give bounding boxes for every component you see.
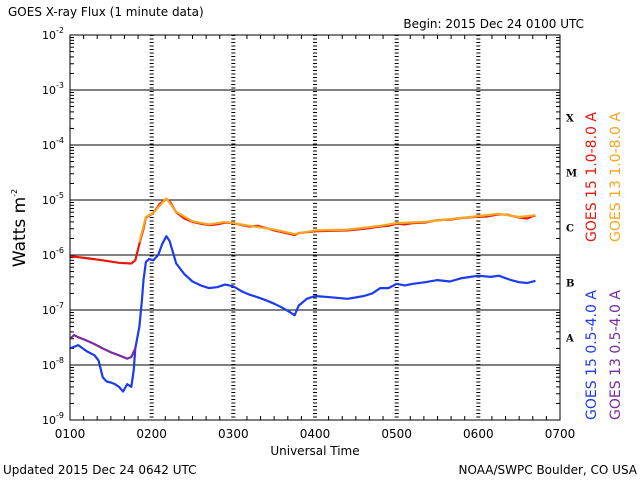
x-tick-label: 0400	[300, 427, 331, 441]
x-tick-label: 0600	[463, 427, 494, 441]
series-line	[69, 197, 536, 265]
y-tick-label: 10-8	[42, 356, 64, 372]
y-tick-labels: 10-2 10-3 10-4 10-5 10-6 10-7 10-8 10-9	[42, 26, 64, 427]
y-tick-label: 10-4	[42, 136, 64, 152]
flare-class-label: X	[566, 114, 574, 125]
series-line	[69, 235, 536, 393]
series-layer	[69, 197, 536, 393]
begin-time-label: Begin: 2015 Dec 24 0100 UTC	[403, 17, 584, 31]
series-line	[138, 197, 536, 243]
chart-title: GOES X-ray Flux (1 minute data)	[8, 5, 204, 19]
y-tick-label: 10-9	[42, 411, 64, 427]
flare-class-labels: X M C B A	[565, 114, 577, 345]
series-line	[69, 334, 137, 360]
flare-class-label: C	[566, 224, 574, 235]
legend-item: GOES 15 1.0-8.0 A	[584, 112, 600, 242]
legend-item: GOES 15 0.5-4.0 A	[584, 290, 600, 420]
updated-label: Updated 2015 Dec 24 0642 UTC	[3, 463, 197, 477]
x-tick-label: 0100	[55, 427, 86, 441]
y-tick-label: 10-2	[42, 26, 64, 42]
y-axis-title-base: Watts m	[10, 197, 30, 267]
y-axis-title-exponent: -2	[10, 189, 19, 197]
flare-class-label: B	[566, 279, 574, 290]
x-tick-labels: 0100 0200 0300 0400 0500 0600 0700	[55, 427, 576, 441]
x-tick-label: 0200	[136, 427, 167, 441]
y-axis-title: Watts m-2	[10, 189, 30, 267]
x-tick-label: 0300	[218, 427, 249, 441]
y-tick-label: 10-6	[42, 246, 64, 262]
x-axis-title: Universal Time	[270, 444, 359, 458]
flare-class-label: M	[566, 169, 577, 180]
legend-item: GOES 13 1.0-8.0 A	[608, 112, 624, 242]
legend-item: GOES 13 0.5-4.0 A	[608, 290, 624, 420]
flare-class-label: A	[565, 334, 574, 345]
y-tick-label: 10-5	[42, 191, 64, 207]
legend: GOES 15 1.0-8.0 A GOES 13 1.0-8.0 A GOES 1…	[584, 112, 624, 420]
x-tick-label: 0500	[381, 427, 412, 441]
y-tick-label: 10-3	[42, 81, 64, 97]
x-tick-label: 0700	[545, 427, 576, 441]
credit-label: NOAA/SWPC Boulder, CO USA	[459, 463, 638, 477]
plot-frame	[69, 34, 561, 421]
y-tick-label: 10-7	[42, 301, 64, 317]
